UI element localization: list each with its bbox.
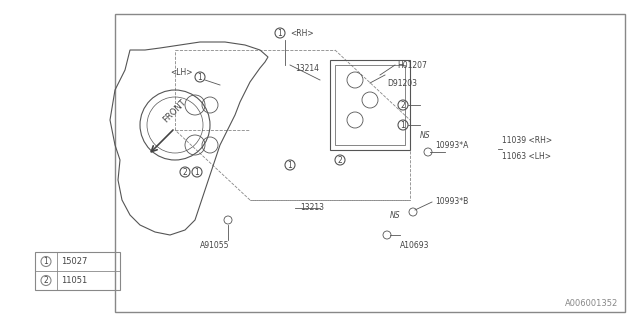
Text: 11063 <LH>: 11063 <LH> [502,152,551,161]
Text: 10993*B: 10993*B [435,197,468,206]
Text: 2: 2 [338,156,342,164]
Text: 1: 1 [401,121,405,130]
Text: NS: NS [390,211,401,220]
Text: 15027: 15027 [61,257,88,266]
Text: 10993*A: 10993*A [435,140,468,149]
Text: 13213: 13213 [300,204,324,212]
Text: NS: NS [420,131,431,140]
Text: FRONT: FRONT [162,97,188,124]
Text: 1: 1 [287,161,292,170]
Bar [35,252,120,290]
Text: D91203: D91203 [387,78,417,87]
Bar [115,14,625,312]
Text: 1: 1 [44,257,49,266]
Text: 1: 1 [198,73,202,82]
Text: A10693: A10693 [400,241,429,250]
Text: 1: 1 [278,28,282,37]
Bar [335,65,405,145]
Text: H01207: H01207 [397,60,427,69]
Text: 11051: 11051 [61,276,87,285]
Text: A91055: A91055 [200,241,230,250]
Text: 2: 2 [182,167,188,177]
Text: 2: 2 [44,276,49,285]
Text: A006001352: A006001352 [564,299,618,308]
Text: 1: 1 [195,167,200,177]
Text: 2: 2 [401,100,405,109]
Text: <LH>: <LH> [170,68,193,76]
Text: 13214: 13214 [295,63,319,73]
Text: 11039 <RH>: 11039 <RH> [502,136,552,145]
Text: <RH>: <RH> [290,28,314,37]
Bar [330,60,410,150]
